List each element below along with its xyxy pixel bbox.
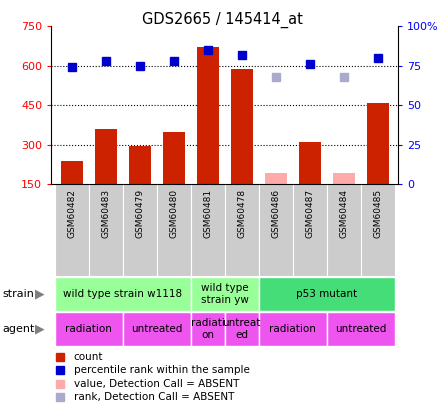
Bar (231, 68, 253, 185)
Bar (367, 103, 389, 185)
Bar (265, 173, 287, 185)
FancyBboxPatch shape (293, 185, 327, 276)
Bar (95, 129, 117, 185)
Text: ▶: ▶ (35, 287, 45, 300)
Text: GSM60483: GSM60483 (101, 189, 110, 238)
FancyBboxPatch shape (191, 277, 259, 311)
Text: untreated: untreated (131, 324, 182, 334)
Text: GDS2665 / 145414_at: GDS2665 / 145414_at (142, 12, 303, 28)
Text: GSM60486: GSM60486 (271, 189, 280, 238)
FancyBboxPatch shape (191, 312, 225, 346)
FancyBboxPatch shape (259, 277, 395, 311)
FancyBboxPatch shape (259, 185, 293, 276)
Text: value, Detection Call = ABSENT: value, Detection Call = ABSENT (74, 379, 239, 389)
Text: rank, Detection Call = ABSENT: rank, Detection Call = ABSENT (74, 392, 234, 402)
Text: percentile rank within the sample: percentile rank within the sample (74, 365, 250, 375)
Text: GSM60479: GSM60479 (135, 189, 144, 238)
FancyBboxPatch shape (327, 312, 395, 346)
Bar (129, 146, 151, 185)
Text: GSM60484: GSM60484 (340, 189, 348, 238)
Text: GSM60485: GSM60485 (373, 189, 382, 238)
Text: GSM60478: GSM60478 (237, 189, 246, 238)
FancyBboxPatch shape (191, 185, 225, 276)
Text: untreat
ed: untreat ed (222, 318, 261, 340)
FancyBboxPatch shape (157, 185, 191, 276)
FancyBboxPatch shape (259, 312, 327, 346)
FancyBboxPatch shape (361, 185, 395, 276)
FancyBboxPatch shape (327, 185, 361, 276)
FancyBboxPatch shape (55, 185, 89, 276)
Text: wild type strain w1118: wild type strain w1118 (63, 289, 182, 299)
Bar (61, 161, 83, 185)
Bar (299, 142, 321, 185)
Text: wild type
strain yw: wild type strain yw (201, 283, 249, 305)
FancyBboxPatch shape (89, 185, 123, 276)
Text: p53 mutant: p53 mutant (296, 289, 357, 299)
Text: GSM60480: GSM60480 (169, 189, 178, 238)
Bar (197, 47, 219, 185)
FancyBboxPatch shape (55, 277, 191, 311)
Text: radiation: radiation (65, 324, 112, 334)
Text: GSM60481: GSM60481 (203, 189, 212, 238)
FancyBboxPatch shape (225, 312, 259, 346)
Text: strain: strain (2, 289, 34, 299)
FancyBboxPatch shape (55, 312, 123, 346)
Bar (333, 173, 355, 185)
Text: GSM60482: GSM60482 (67, 189, 76, 238)
FancyBboxPatch shape (123, 312, 191, 346)
Text: untreated: untreated (335, 324, 387, 334)
Text: agent: agent (2, 324, 35, 334)
Text: radiati
on: radiati on (191, 318, 225, 340)
Text: ▶: ▶ (35, 323, 45, 336)
Text: radiation: radiation (269, 324, 316, 334)
Text: count: count (74, 352, 103, 362)
Bar (162, 132, 185, 185)
Text: GSM60487: GSM60487 (305, 189, 314, 238)
FancyBboxPatch shape (123, 185, 157, 276)
FancyBboxPatch shape (225, 185, 259, 276)
